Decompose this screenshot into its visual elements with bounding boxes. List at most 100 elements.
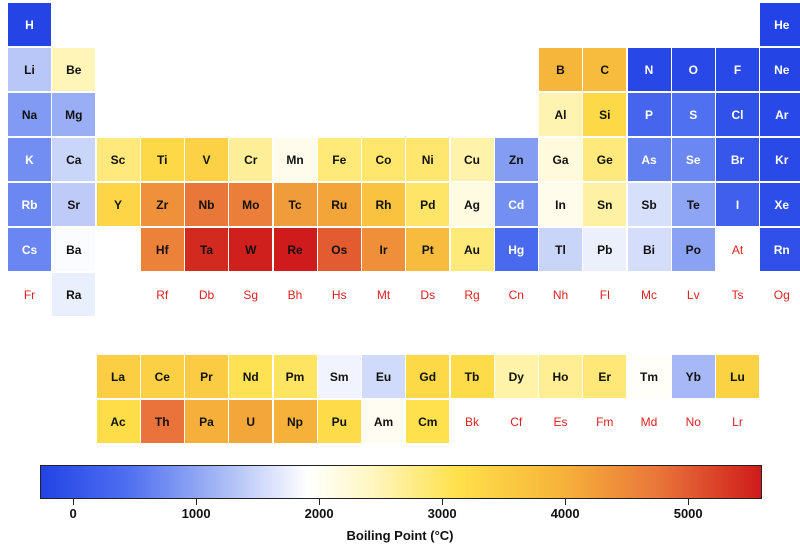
element-ce: Ce <box>140 355 184 398</box>
element-tb: Tb <box>450 355 494 398</box>
colorbar-tick-label: 0 <box>69 506 77 521</box>
element-se: Se <box>671 138 715 181</box>
element-cr: Cr <box>229 138 273 181</box>
element-fr: Fr <box>23 287 36 302</box>
colorbar-tick <box>442 499 444 505</box>
element-rh: Rh <box>362 183 405 226</box>
element-mn: Mn <box>273 138 317 181</box>
element-la: La <box>96 355 140 398</box>
element-hf: Hf <box>140 228 184 271</box>
element-ra: Ra <box>52 273 96 316</box>
element-hg: Hg <box>494 228 538 271</box>
element-s: S <box>671 93 715 136</box>
element-am: Am <box>362 400 405 443</box>
element-os: Os <box>317 228 361 271</box>
colorbar-tick <box>73 499 75 505</box>
element-at: At <box>731 242 744 257</box>
element-ir: Ir <box>362 228 405 271</box>
colorbar-tick <box>565 499 567 505</box>
element-sr: Sr <box>52 183 96 226</box>
element-lr: Lr <box>732 414 743 429</box>
element-th: Th <box>140 400 184 443</box>
colorbar-tick <box>688 499 690 505</box>
element-og: Og <box>773 287 790 302</box>
colorbar <box>40 465 762 499</box>
element-yb: Yb <box>671 355 715 398</box>
element-db: Db <box>198 287 215 302</box>
element-n: N <box>627 48 671 91</box>
element-y: Y <box>96 183 140 226</box>
element-mc: Mc <box>641 287 657 302</box>
element-co: Co <box>362 138 405 181</box>
element-pr: Pr <box>185 355 228 398</box>
element-lu: Lu <box>716 355 759 398</box>
element-nd: Nd <box>229 355 273 398</box>
element-br: Br <box>716 138 759 181</box>
element-mo: Mo <box>229 183 273 226</box>
element-al: Al <box>539 93 582 136</box>
element-eu: Eu <box>362 355 405 398</box>
element-sm: Sm <box>317 355 361 398</box>
element-mt: Mt <box>376 287 391 302</box>
element-rf: Rf <box>156 287 169 302</box>
element-ne: Ne <box>760 48 800 91</box>
element-w: W <box>229 228 273 271</box>
element-bk: Bk <box>464 414 479 429</box>
element-na: Na <box>8 93 51 136</box>
element-p: P <box>627 93 671 136</box>
element-es: Es <box>553 414 568 429</box>
element-ca: Ca <box>52 138 96 181</box>
element-ti: Ti <box>140 138 184 181</box>
element-pm: Pm <box>273 355 317 398</box>
element-au: Au <box>450 228 494 271</box>
colorbar-tick-label: 3000 <box>427 506 457 521</box>
element-fm: Fm <box>596 414 614 429</box>
element-tm: Tm <box>627 355 671 398</box>
element-sg: Sg <box>243 287 259 302</box>
element-ts: Ts <box>731 287 744 302</box>
element-h: H <box>8 3 51 46</box>
element-sb: Sb <box>627 183 671 226</box>
element-o: O <box>671 48 715 91</box>
element-zr: Zr <box>140 183 184 226</box>
element-li: Li <box>8 48 51 91</box>
colorbar-tick <box>319 499 321 505</box>
element-rb: Rb <box>8 183 51 226</box>
element-he: He <box>760 3 800 46</box>
element-ba: Ba <box>52 228 96 271</box>
element-in: In <box>539 183 582 226</box>
colorbar-tick <box>196 499 198 505</box>
element-b: B <box>539 48 582 91</box>
element-ta: Ta <box>185 228 228 271</box>
element-rn: Rn <box>760 228 800 271</box>
element-fl: Fl <box>599 287 610 302</box>
element-lv: Lv <box>686 287 700 302</box>
element-mg: Mg <box>52 93 96 136</box>
element-ga: Ga <box>539 138 582 181</box>
element-bh: Bh <box>287 287 303 302</box>
element-nb: Nb <box>185 183 228 226</box>
element-pd: Pd <box>406 183 450 226</box>
element-k: K <box>8 138 51 181</box>
element-er: Er <box>583 355 627 398</box>
colorbar-tick-label: 1000 <box>181 506 211 521</box>
element-pb: Pb <box>583 228 627 271</box>
element-pu: Pu <box>317 400 361 443</box>
element-zn: Zn <box>494 138 538 181</box>
element-np: Np <box>273 400 317 443</box>
element-be: Be <box>52 48 96 91</box>
element-i: I <box>716 183 759 226</box>
element-si: Si <box>583 93 627 136</box>
element-u: U <box>229 400 273 443</box>
element-bi: Bi <box>627 228 671 271</box>
element-cn: Cn <box>508 287 524 302</box>
element-cd: Cd <box>494 183 538 226</box>
element-re: Re <box>273 228 317 271</box>
element-cs: Cs <box>8 228 51 271</box>
element-po: Po <box>671 228 715 271</box>
element-cl: Cl <box>716 93 759 136</box>
element-ru: Ru <box>317 183 361 226</box>
element-ni: Ni <box>406 138 450 181</box>
element-ds: Ds <box>420 287 436 302</box>
